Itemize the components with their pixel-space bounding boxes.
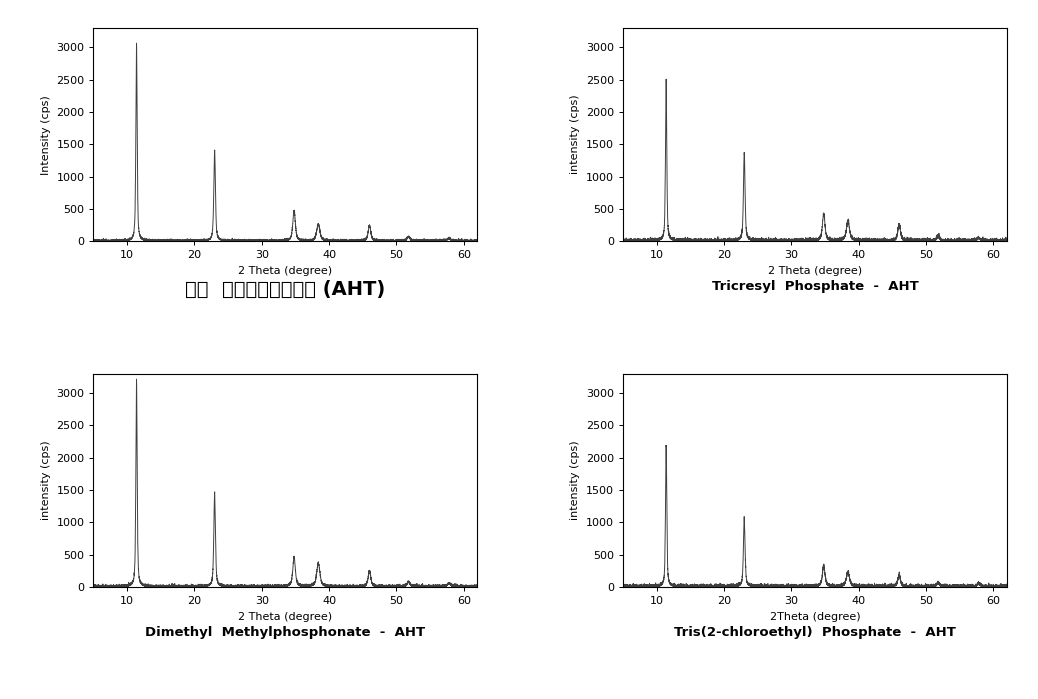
- Text: Dimethyl  Methylphosphonate  -  AHT: Dimethyl Methylphosphonate - AHT: [145, 626, 426, 639]
- Text: 시중  하이드로탈사이트 (AHT): 시중 하이드로탈사이트 (AHT): [185, 280, 385, 299]
- X-axis label: 2 Theta (degree): 2 Theta (degree): [768, 266, 862, 276]
- Y-axis label: Intensity (cps): Intensity (cps): [40, 95, 51, 175]
- Text: Tris(2-chloroethyl)  Phosphate  -  AHT: Tris(2-chloroethyl) Phosphate - AHT: [674, 626, 956, 639]
- Text: Tricresyl  Phosphate  -  AHT: Tricresyl Phosphate - AHT: [712, 280, 919, 293]
- Y-axis label: intensity (cps): intensity (cps): [570, 440, 580, 520]
- Y-axis label: intensity (cps): intensity (cps): [40, 440, 51, 520]
- X-axis label: 2 Theta (degree): 2 Theta (degree): [239, 612, 332, 621]
- X-axis label: 2 Theta (degree): 2 Theta (degree): [239, 266, 332, 276]
- X-axis label: 2Theta (degree): 2Theta (degree): [769, 612, 861, 621]
- Y-axis label: intensity (cps): intensity (cps): [570, 95, 580, 175]
